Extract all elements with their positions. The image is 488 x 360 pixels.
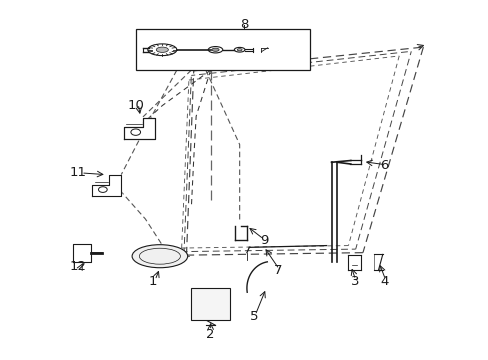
Ellipse shape xyxy=(237,49,242,51)
Polygon shape xyxy=(123,118,155,139)
Ellipse shape xyxy=(156,47,168,53)
Polygon shape xyxy=(73,244,91,261)
Text: 3: 3 xyxy=(351,275,359,288)
Text: 8: 8 xyxy=(240,18,248,31)
Bar xyxy=(191,288,229,320)
Text: 10: 10 xyxy=(127,99,144,112)
Text: 2: 2 xyxy=(206,328,214,341)
Text: 5: 5 xyxy=(249,310,258,323)
Text: 12: 12 xyxy=(69,260,86,273)
Text: 1: 1 xyxy=(148,275,157,288)
Bar xyxy=(136,30,309,70)
Text: 11: 11 xyxy=(69,166,86,179)
Text: 7: 7 xyxy=(274,264,282,277)
Text: 6: 6 xyxy=(380,159,388,172)
Polygon shape xyxy=(92,175,121,196)
Ellipse shape xyxy=(211,48,219,51)
Text: 9: 9 xyxy=(259,234,267,247)
Ellipse shape xyxy=(132,245,187,268)
Text: 4: 4 xyxy=(380,275,388,288)
